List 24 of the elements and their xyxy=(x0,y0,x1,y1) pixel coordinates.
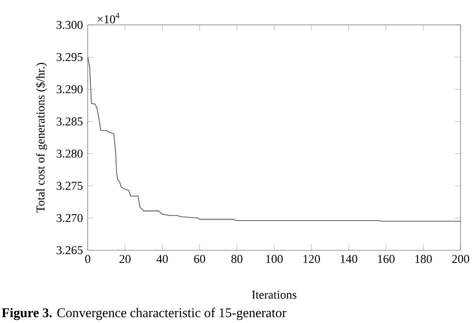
x-tick-label: 160 xyxy=(378,254,395,263)
x-tick-label: 140 xyxy=(340,254,358,263)
y-tick-label: 3.270 xyxy=(56,214,83,222)
text: ×10$^{4}$ xyxy=(98,12,120,24)
y-tick-label: 3.290 xyxy=(56,85,83,94)
x-tick-label: 0 xyxy=(85,254,90,263)
y-tick-label: 3.285 xyxy=(56,117,83,126)
x-tick-label: 60 xyxy=(194,254,206,263)
x-tick-label: 200 xyxy=(452,254,470,263)
x-tick-label: 120 xyxy=(304,254,320,263)
y-tick-label: 3.265 xyxy=(56,246,83,254)
x-tick-label: 20 xyxy=(120,254,131,263)
x-tick-label: 180 xyxy=(415,254,432,263)
y-tick-label: 3.280 xyxy=(56,150,83,158)
x-tick-label: 100 xyxy=(266,254,283,263)
y-tick-label: 3.295 xyxy=(56,53,83,62)
y-tick-label: 3.275 xyxy=(56,182,83,190)
y-tick-label: 3.300 xyxy=(56,20,83,29)
text: Figure 3. Convergence characteristic of 15-generator xyxy=(2,308,286,320)
line-series xyxy=(87,56,461,222)
x-axis-title: Iterations xyxy=(252,290,296,299)
x-tick-label: 80 xyxy=(231,254,242,263)
x-tick-label: 40 xyxy=(156,254,168,263)
y-axis-title: Total cost of generations ($/hr.) xyxy=(36,62,48,213)
